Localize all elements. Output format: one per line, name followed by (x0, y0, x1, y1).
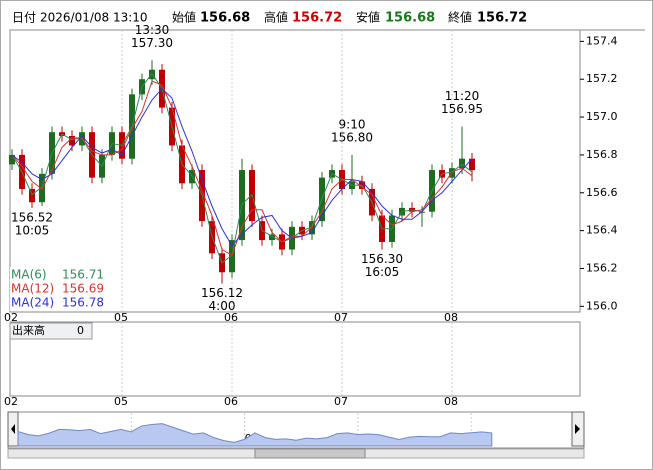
legend-name: MA(6) (11, 268, 47, 282)
date: 2026/01/08 13:10 (40, 11, 148, 25)
candle-body (29, 188, 35, 203)
legend-box (10, 267, 106, 311)
legend-value: 156.78 (62, 296, 104, 310)
legend-name: MA(24) (11, 296, 54, 310)
nav-area (17, 423, 493, 447)
x-tick-label: 06 (224, 395, 238, 408)
annotation: 156.30 (361, 252, 403, 266)
volume-label: 出来高 (12, 323, 45, 337)
annotation: 16:05 (365, 265, 400, 279)
annotation: 11:20 (445, 89, 480, 103)
x-tick-label: 05 (114, 311, 128, 324)
close: 156.72 (477, 11, 527, 26)
annotation: 156.12 (201, 286, 243, 300)
x-tick-label: 08 (444, 395, 458, 408)
ma-line (11, 87, 473, 247)
legend-value: 156.69 (62, 282, 104, 296)
annotation: 157.30 (131, 36, 173, 50)
y-tick-label: 156.4 (586, 224, 618, 237)
annotation: 156.95 (441, 102, 483, 116)
y-tick-label: 156.6 (586, 186, 618, 199)
y-tick-label: 156.2 (586, 261, 618, 274)
high-label: 高値 (264, 10, 288, 25)
legend-name: MA(12) (11, 282, 54, 296)
y-tick-label: 156.0 (586, 299, 618, 312)
high: 156.72 (292, 11, 342, 26)
arrow-left (11, 424, 15, 434)
volume-box (9, 322, 93, 340)
annotation: 156.52 (11, 210, 53, 224)
header: 日付 2026/01/08 13:10 始値 156.68 高値 156.72 … (12, 10, 527, 26)
open: 156.68 (200, 11, 250, 26)
candle-body (149, 69, 155, 80)
annotation: 156.80 (331, 130, 373, 144)
volume-pane (9, 321, 581, 397)
candle-body (449, 168, 455, 178)
annotation: 10:05 (15, 223, 50, 237)
x-tick-label: 08 (444, 311, 458, 324)
volume-value: 0 (77, 324, 84, 337)
x-tick-label: 02 (4, 311, 18, 324)
annotation: 9:10 (339, 117, 366, 131)
candle-body (459, 158, 465, 169)
x-tick-label: 07 (334, 311, 348, 324)
x-tick-label: 05 (114, 395, 128, 408)
candle-body (229, 240, 235, 273)
candle-body (309, 221, 315, 235)
legend-value: 156.71 (62, 268, 104, 282)
open-label: 始値 (172, 10, 196, 25)
candle-body (469, 158, 475, 171)
ma-line (11, 72, 473, 264)
ma-line (11, 80, 473, 256)
x-tick-label: 06 (224, 311, 238, 324)
scroll-thumb[interactable] (254, 448, 366, 459)
candle-body (269, 234, 275, 241)
candle-body (9, 154, 15, 165)
close-label: 終値 (448, 10, 472, 25)
annotation: 4:00 (209, 299, 236, 313)
x-tick-label: 07 (334, 395, 348, 408)
arrow-right (575, 424, 580, 434)
y-tick-label: 157.0 (586, 110, 618, 123)
low-label: 安値 (356, 10, 380, 25)
x-tick-label: 02 (4, 395, 18, 408)
low: 156.68 (385, 11, 435, 26)
y-tick-label: 156.8 (586, 148, 618, 161)
candle-body (69, 135, 75, 146)
date-label: 日付 (12, 11, 36, 25)
y-tick-label: 157.4 (586, 34, 618, 47)
y-tick-label: 157.2 (586, 72, 618, 85)
annotation: 13:30 (135, 23, 170, 37)
